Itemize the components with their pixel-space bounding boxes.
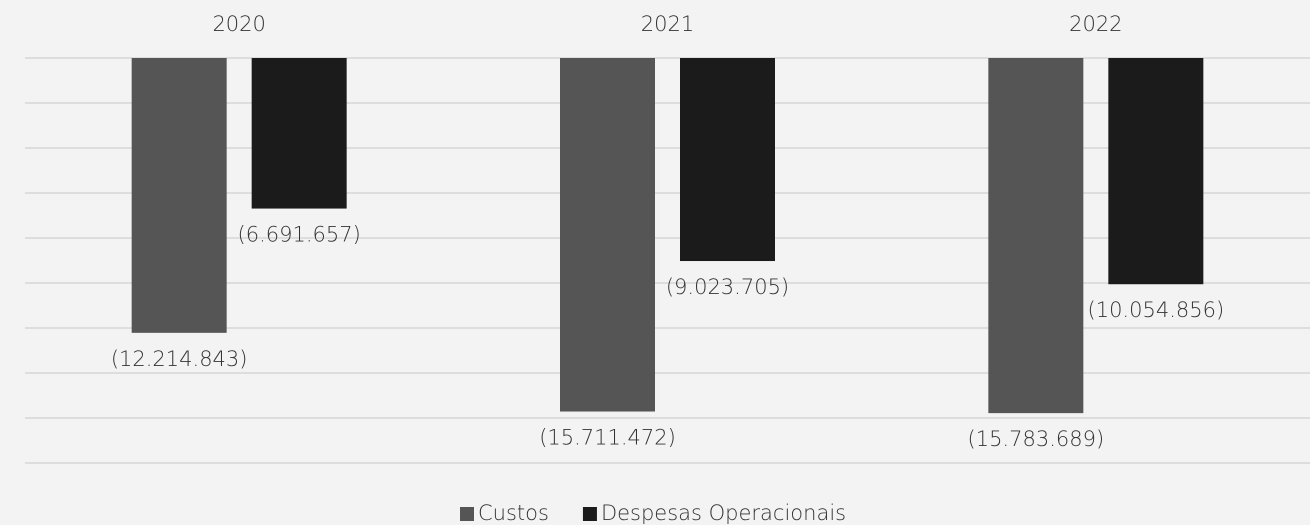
legend-label: Despesas Operacionais [601, 501, 846, 525]
data-label: (15.783.689) [968, 427, 1105, 451]
category-label: 2022 [1069, 12, 1122, 36]
bar [1108, 58, 1204, 285]
legend-swatch [460, 507, 474, 521]
legend-swatch [582, 507, 597, 521]
data-label: (15.711.472) [539, 426, 676, 450]
bar [680, 58, 775, 262]
data-label: (10.054.856) [1088, 298, 1225, 322]
bar [251, 58, 347, 209]
bar [131, 58, 227, 333]
data-label: (9.023.705) [666, 275, 789, 299]
category-label: 2021 [641, 12, 694, 36]
data-label: (6.691.657) [238, 223, 361, 247]
bar [560, 58, 655, 412]
data-label: (12.214.843) [111, 347, 248, 371]
bar [988, 58, 1084, 414]
legend-label: Custos [478, 501, 549, 525]
category-label: 2020 [212, 12, 265, 36]
